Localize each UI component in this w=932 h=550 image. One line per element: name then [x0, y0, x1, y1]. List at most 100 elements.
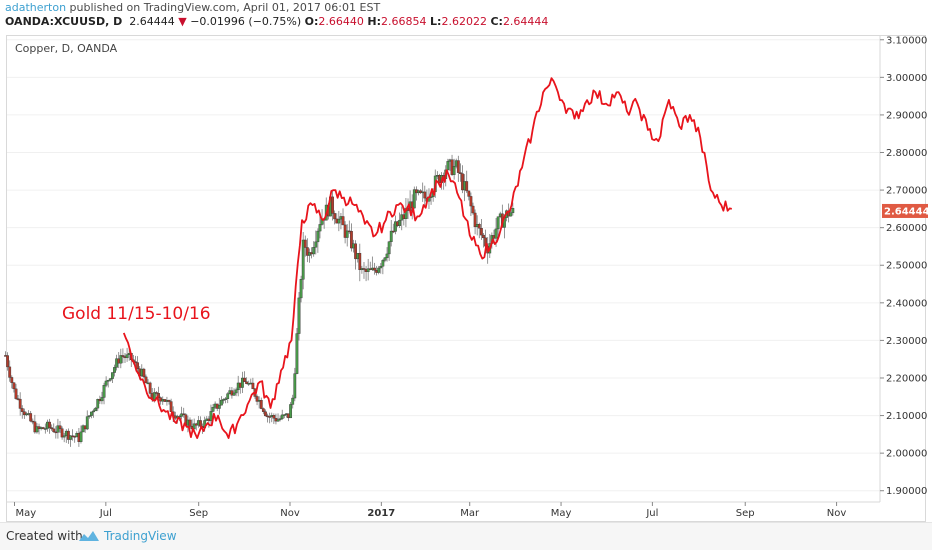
candle-body — [423, 191, 427, 199]
y-tick-label: 3.00000 — [886, 73, 927, 84]
candle-body — [94, 407, 98, 412]
candle-body — [108, 378, 112, 381]
y-tick-label: 2.40000 — [886, 298, 927, 309]
y-tick-label: 2.10000 — [886, 411, 927, 422]
x-tick-label: Jul — [99, 508, 112, 519]
author-link[interactable]: adatherton — [5, 1, 67, 14]
candle-body — [389, 230, 393, 242]
candle-body — [383, 257, 387, 261]
candle-body — [373, 267, 376, 271]
candle-body — [10, 377, 14, 383]
candle-body — [452, 166, 456, 175]
y-tick-label: 2.30000 — [886, 336, 927, 347]
candle-body — [479, 228, 483, 236]
candle-body — [243, 377, 246, 382]
candle-body — [169, 401, 173, 412]
candle-body — [226, 393, 230, 399]
close-label: C: — [490, 15, 503, 28]
candle-body — [50, 427, 54, 430]
candle-body — [142, 368, 146, 378]
high-value: 2.66854 — [381, 15, 427, 28]
publish-info: adatherton published on TradingView.com,… — [5, 1, 380, 14]
candle-body — [62, 435, 66, 438]
candle-body — [92, 410, 95, 413]
candle-body — [331, 196, 334, 214]
tradingview-link[interactable]: TradingView — [104, 529, 177, 543]
x-tick-label: 2017 — [367, 508, 395, 519]
candle-body — [385, 253, 389, 259]
candle-body — [96, 399, 100, 409]
candle-body — [79, 431, 83, 442]
candle-body — [14, 388, 18, 399]
candle-body — [232, 392, 236, 396]
candle-body — [387, 241, 391, 255]
candle-body — [377, 267, 381, 273]
candle-body — [276, 419, 280, 422]
candle-body — [66, 430, 70, 440]
candle-body — [301, 239, 305, 280]
low-value: 2.62022 — [441, 15, 487, 28]
high-label: H: — [367, 15, 382, 28]
candle-body — [188, 419, 192, 427]
candle-body — [280, 414, 284, 419]
candle-body — [469, 196, 473, 207]
candle-body — [12, 382, 16, 390]
candle-body — [182, 413, 186, 415]
y-tick-label: 2.70000 — [886, 186, 927, 197]
candle-body — [251, 382, 255, 390]
x-tick-label: Nov — [280, 508, 300, 519]
candle-body — [316, 230, 320, 243]
gold-overlay-line — [122, 77, 733, 439]
candle-body — [381, 260, 385, 267]
candle-body — [255, 396, 259, 402]
close-value: 2.64444 — [502, 15, 549, 28]
candle-body — [482, 234, 485, 239]
candle-body — [268, 416, 272, 418]
candle-body — [297, 297, 301, 334]
y-tick-label: 2.80000 — [886, 148, 927, 159]
candle-body — [148, 382, 152, 394]
candle-body — [404, 208, 408, 219]
chart-canvas[interactable]: 3.10000 3.00000 2.90000 2.80000 2.70000 2.600… — [0, 0, 932, 522]
candle-body — [362, 268, 366, 270]
candle-body — [305, 247, 309, 256]
candle-body — [8, 366, 12, 378]
candle-body — [459, 172, 462, 174]
x-tick-label: Nov — [827, 508, 847, 519]
candle-body — [48, 421, 51, 428]
candle-body — [509, 212, 513, 217]
candle-body — [211, 407, 215, 412]
x-tick-label: Mar — [460, 508, 480, 519]
y-tick-label: 2.60000 — [886, 223, 927, 234]
candle-body — [259, 399, 263, 409]
candle-body — [6, 355, 9, 368]
candle-body — [465, 181, 469, 192]
symbol-label: OANDA:XCUUSD, D — [5, 15, 123, 28]
candle-body — [234, 389, 238, 394]
down-arrow-icon: ▼ — [178, 15, 187, 28]
footer-bar: Created with TradingView — [0, 522, 932, 550]
x-tick-label: Sep — [736, 508, 755, 519]
candle-body — [240, 377, 244, 388]
chart-title: Copper, D, OANDA — [15, 42, 118, 55]
candle-body — [87, 415, 91, 417]
candle-body — [366, 268, 370, 272]
candle-body — [354, 243, 358, 260]
candle-body — [157, 393, 160, 398]
candle-body — [394, 221, 397, 232]
candle-body — [192, 423, 196, 430]
candle-body — [350, 230, 353, 249]
candle-body — [299, 279, 303, 299]
candle-body — [312, 247, 316, 255]
candle-body — [152, 392, 156, 400]
candle-body — [456, 160, 460, 173]
candle-body — [419, 190, 422, 193]
candle-body — [155, 392, 158, 394]
candle-body — [358, 253, 362, 271]
candle-body — [113, 367, 116, 373]
candle-body — [278, 418, 282, 420]
candle-body — [56, 425, 60, 433]
candle-body — [41, 427, 45, 430]
candle-body — [111, 372, 114, 379]
chart-frame — [6, 35, 926, 522]
